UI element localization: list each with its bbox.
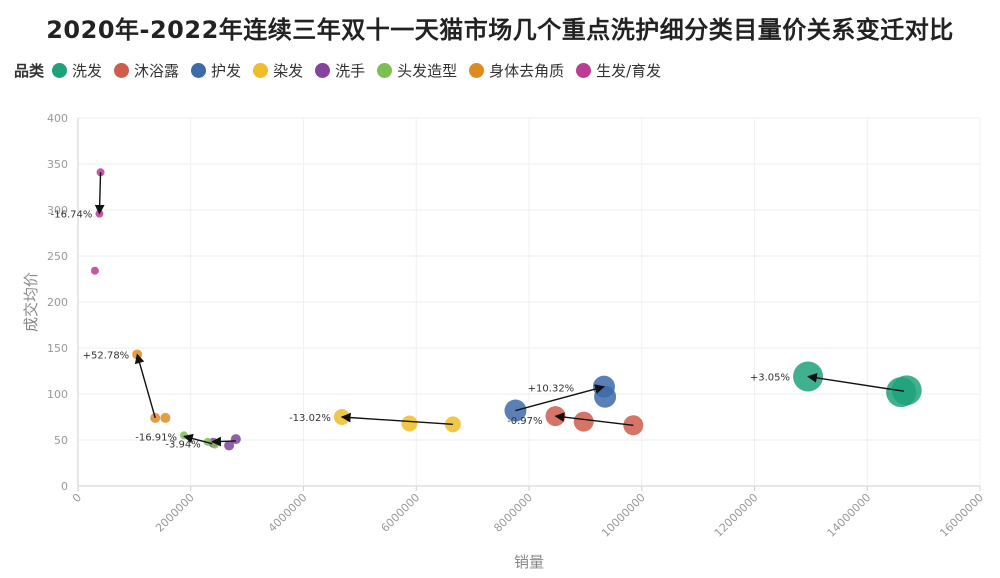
change-label: +10.32%: [528, 384, 575, 395]
y-tick-label: 100: [47, 388, 68, 401]
legend-swatch: [191, 63, 207, 78]
legend-swatch: [253, 63, 269, 78]
y-tick-label: 0: [61, 480, 68, 493]
change-label: -0.97%: [507, 416, 542, 427]
y-tick-label: 350: [47, 158, 68, 171]
change-arrow: [211, 436, 236, 447]
legend-items: 洗发 沐浴露 护发 染发 洗手 头发造型 身体去角质 生发/育发: [52, 60, 673, 81]
data-points: [90, 168, 922, 451]
data-point[interactable]: [179, 431, 188, 440]
y-tick-label: 400: [47, 112, 68, 125]
data-point[interactable]: [90, 266, 99, 275]
legend-title: 品类: [14, 62, 45, 80]
legend-item[interactable]: 身体去角质: [469, 60, 564, 81]
change-arrow: [183, 433, 213, 445]
x-tick-label: 16000000: [937, 491, 986, 540]
change-label: -16.91%: [135, 432, 177, 443]
chart-title: 2020年-2022年连续三年双十一天猫市场几个重点洗护细分类目量价关系变迁对比: [46, 16, 954, 44]
legend-swatch: [377, 63, 393, 78]
x-axis-label: 销量: [514, 553, 544, 571]
change-label: -3.94%: [165, 440, 200, 451]
x-tick-label: 0: [70, 491, 84, 505]
data-point[interactable]: [573, 411, 594, 432]
change-label: -16.74%: [51, 210, 93, 221]
change-arrow: [134, 353, 156, 419]
change-arrow: [94, 172, 105, 215]
legend-swatch: [52, 63, 68, 78]
y-tick-label: 300: [47, 204, 68, 217]
change-arrow: [340, 412, 453, 426]
legend-swatch: [576, 63, 592, 78]
legend-label: 生发/育发: [596, 62, 662, 80]
x-tick-label: 6000000: [379, 491, 423, 535]
change-label: -13.02%: [289, 413, 331, 424]
change-arrow: [807, 373, 905, 392]
x-tick-label: 8000000: [491, 491, 535, 535]
data-point[interactable]: [401, 415, 418, 432]
legend-label: 头发造型: [397, 62, 458, 80]
data-point[interactable]: [886, 377, 917, 408]
change-label: +3.05%: [750, 373, 790, 384]
change-labels: +3.05% -0.97% +10.32% -13.02% -3.94%-16.91% +…: [51, 210, 790, 451]
x-tick-label: 12000000: [712, 491, 761, 540]
legend-item[interactable]: 头发造型: [377, 60, 457, 81]
x-tick-label: 14000000: [825, 491, 874, 540]
axes: 0 50 100 150 200 250 300 350 400 0 2000000 4000000 6…: [47, 112, 986, 540]
legend-swatch: [469, 63, 485, 78]
change-arrow: [554, 412, 634, 426]
legend-item[interactable]: 沐浴露: [114, 60, 179, 81]
change-arrows: [94, 172, 905, 447]
change-label: +52.78%: [83, 350, 130, 361]
data-point[interactable]: [224, 440, 235, 451]
legend: 品类 洗发 沐浴露 护发 染发 洗手 头发造型 身体去角质 生发/育发: [14, 60, 673, 81]
y-tick-label: 250: [47, 250, 68, 263]
legend-label: 身体去角质: [489, 62, 565, 80]
legend-item[interactable]: 洗手: [315, 60, 365, 81]
change-arrow: [515, 384, 605, 412]
legend-item[interactable]: 护发: [191, 60, 241, 81]
legend-item[interactable]: 染发: [253, 60, 303, 81]
legend-swatch: [315, 63, 331, 78]
x-tick-label: 2000000: [153, 491, 197, 535]
legend-item[interactable]: 生发/育发: [576, 60, 661, 81]
y-axis-label: 成交均价: [22, 272, 40, 332]
grid-lines: [78, 117, 981, 487]
legend-label: 洗发: [72, 62, 103, 80]
legend-label: 染发: [273, 62, 304, 80]
legend-swatch: [114, 63, 130, 78]
legend-item[interactable]: 洗发: [52, 60, 102, 81]
y-tick-label: 50: [54, 434, 68, 447]
legend-label: 护发: [211, 62, 242, 80]
x-tick-label: 10000000: [599, 491, 648, 540]
legend-label: 沐浴露: [134, 62, 180, 80]
x-tick-label: 4000000: [266, 491, 310, 535]
legend-label: 洗手: [335, 62, 366, 80]
y-tick-label: 150: [47, 342, 68, 355]
y-tick-label: 200: [47, 296, 68, 309]
data-point[interactable]: [160, 412, 171, 423]
